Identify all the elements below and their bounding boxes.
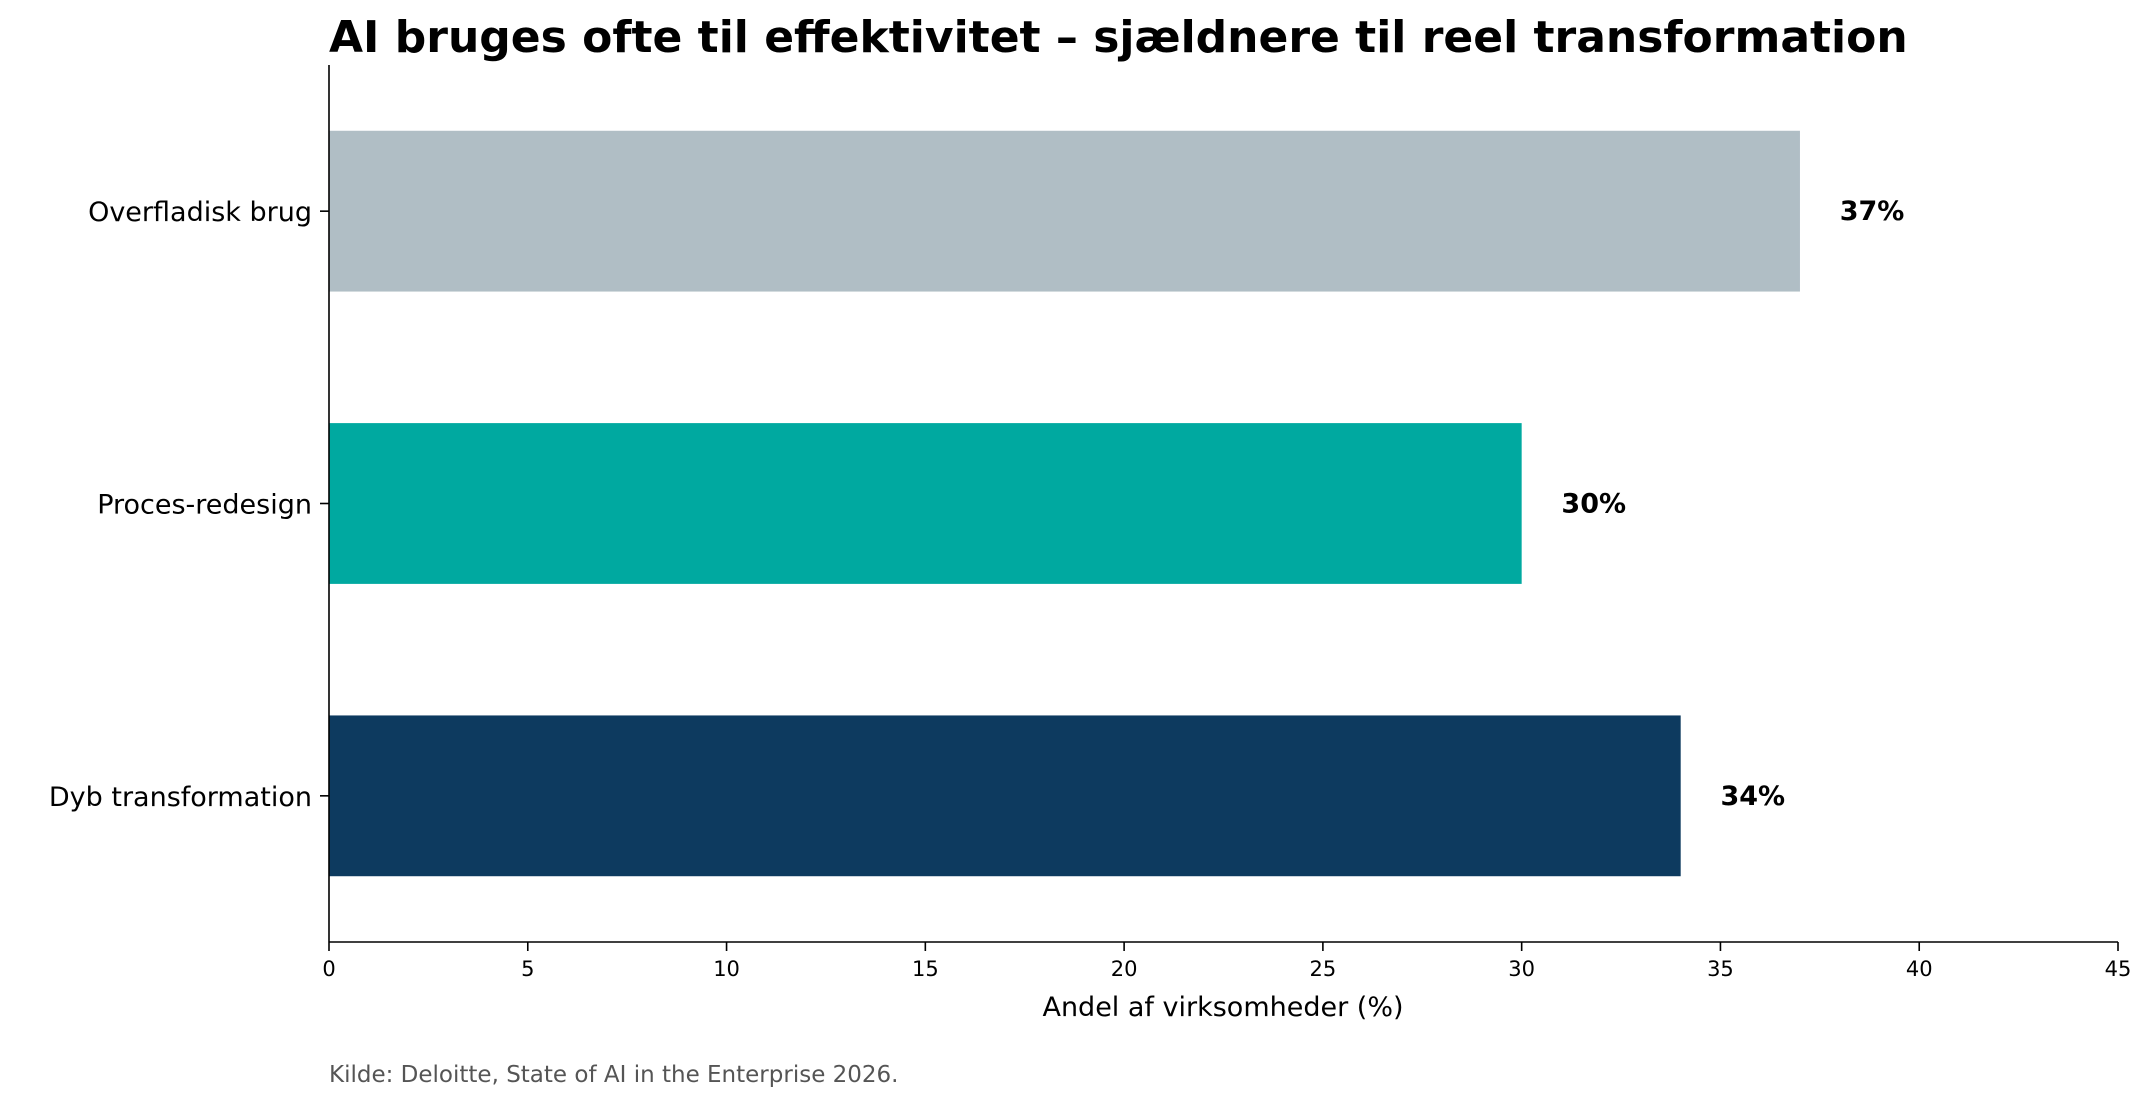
x-tick-label: 45 [2105, 957, 2132, 981]
x-tick-label: 25 [1310, 957, 1337, 981]
x-tick-label: 5 [521, 957, 534, 981]
value-label: 30% [1561, 489, 1626, 520]
bar-overfladisk-brug [329, 130, 1800, 292]
x-tick-label: 0 [322, 957, 335, 981]
value-label: 34% [1720, 781, 1785, 812]
x-tick-label: 10 [713, 957, 740, 981]
x-tick-label: 40 [1906, 957, 1933, 981]
bar-proces-redesign [329, 423, 1522, 584]
bar-dyb-transformation [329, 715, 1681, 877]
x-tick-label: 20 [1111, 957, 1138, 981]
x-tick-label: 15 [912, 957, 939, 981]
x-tick-label: 30 [1508, 957, 1535, 981]
x-tick-label: 35 [1707, 957, 1734, 981]
y-tick-label: Overfladisk brug [88, 197, 312, 228]
y-tick-label: Dyb transformation [49, 782, 312, 813]
y-tick-label: Proces-redesign [97, 490, 312, 521]
x-axis-label: Andel af virksomheder (%) [1042, 992, 1403, 1023]
chart-title: AI bruges ofte til effektivitet – sjældn… [329, 12, 1908, 63]
source-note: Kilde: Deloitte, State of AI in the Ente… [329, 1062, 899, 1088]
value-label: 37% [1840, 196, 1905, 227]
